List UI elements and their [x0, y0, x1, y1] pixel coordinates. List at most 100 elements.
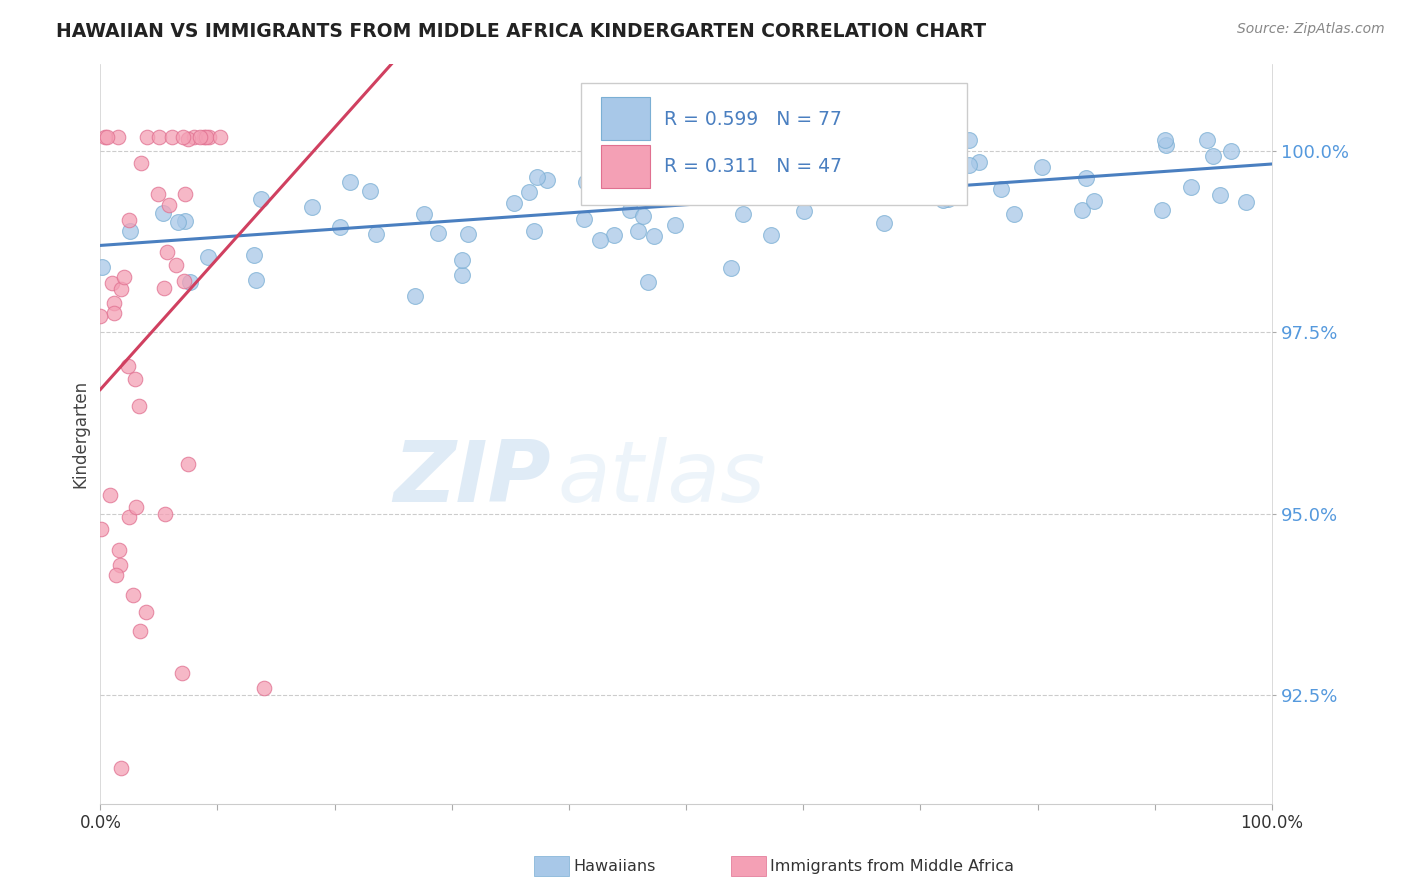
Point — [658, 145, 681, 159]
Point — [1154, 138, 1177, 153]
Point — [117, 359, 139, 374]
Point — [197, 250, 219, 264]
Point — [94, 129, 117, 144]
Point — [160, 129, 183, 144]
Point — [990, 182, 1012, 196]
Bar — [600, 145, 650, 187]
Point — [1208, 188, 1230, 202]
Point — [526, 169, 548, 184]
Point — [91, 260, 114, 274]
Point — [253, 681, 276, 695]
Y-axis label: Kindergarten: Kindergarten — [72, 380, 89, 488]
Point — [583, 186, 606, 201]
Point — [1071, 202, 1094, 217]
Point — [153, 507, 176, 521]
Point — [135, 605, 157, 619]
Point — [731, 207, 754, 221]
Point — [1083, 194, 1105, 208]
Point — [118, 212, 141, 227]
Point — [166, 215, 188, 229]
Point — [664, 218, 686, 232]
Point — [457, 227, 479, 241]
Point — [889, 186, 911, 200]
Point — [575, 176, 598, 190]
Point — [648, 186, 671, 200]
Point — [1074, 171, 1097, 186]
Point — [172, 129, 194, 144]
Point — [873, 216, 896, 230]
Point — [110, 558, 132, 572]
Point — [1031, 160, 1053, 174]
Point — [173, 274, 195, 288]
Point — [720, 261, 742, 276]
Point — [107, 543, 129, 558]
Bar — [600, 97, 650, 140]
Point — [177, 132, 200, 146]
Point — [572, 211, 595, 226]
Point — [107, 129, 129, 144]
Point — [502, 196, 524, 211]
Point — [179, 275, 201, 289]
Point — [188, 129, 211, 144]
Point — [643, 228, 665, 243]
Point — [209, 129, 232, 144]
Point — [301, 200, 323, 214]
Point — [152, 206, 174, 220]
Point — [619, 203, 641, 218]
Point — [105, 568, 128, 582]
Text: Immigrants from Middle Africa: Immigrants from Middle Africa — [770, 859, 1015, 873]
Point — [101, 276, 124, 290]
Point — [1219, 144, 1241, 158]
Point — [920, 182, 942, 196]
Point — [359, 184, 381, 198]
Point — [129, 624, 152, 638]
Point — [173, 214, 195, 228]
Point — [969, 154, 991, 169]
Point — [451, 268, 474, 282]
Point — [243, 248, 266, 262]
Point — [703, 133, 725, 147]
Text: R = 0.599   N = 77: R = 0.599 N = 77 — [664, 110, 842, 129]
Point — [957, 133, 980, 147]
Point — [783, 138, 806, 153]
Point — [451, 252, 474, 267]
Point — [90, 522, 112, 536]
Point — [129, 156, 152, 170]
Point — [859, 180, 882, 194]
Point — [118, 223, 141, 237]
Point — [172, 666, 194, 681]
Point — [339, 175, 361, 189]
Text: ZIP: ZIP — [394, 437, 551, 520]
Point — [631, 209, 654, 223]
Text: HAWAIIAN VS IMMIGRANTS FROM MIDDLE AFRICA KINDERGARTEN CORRELATION CHART: HAWAIIAN VS IMMIGRANTS FROM MIDDLE AFRIC… — [56, 22, 987, 41]
Point — [153, 280, 176, 294]
Point — [135, 129, 157, 144]
Point — [249, 192, 271, 206]
Point — [702, 168, 724, 182]
Point — [884, 168, 907, 182]
Point — [177, 457, 200, 471]
FancyBboxPatch shape — [581, 83, 967, 204]
Point — [936, 192, 959, 206]
Point — [156, 245, 179, 260]
Point — [627, 224, 650, 238]
Point — [124, 372, 146, 386]
Point — [589, 233, 612, 247]
Point — [404, 289, 426, 303]
Point — [125, 500, 148, 515]
Point — [517, 186, 540, 200]
Point — [1202, 148, 1225, 162]
Point — [523, 224, 546, 238]
Point — [157, 197, 180, 211]
Point — [1234, 194, 1257, 209]
Point — [193, 129, 215, 144]
Point — [536, 173, 558, 187]
Point — [195, 129, 218, 144]
Point — [637, 275, 659, 289]
Point — [146, 186, 169, 201]
Point — [329, 219, 352, 234]
Point — [412, 207, 434, 221]
Point — [1152, 202, 1174, 217]
Point — [759, 227, 782, 242]
Text: atlas: atlas — [557, 437, 765, 520]
